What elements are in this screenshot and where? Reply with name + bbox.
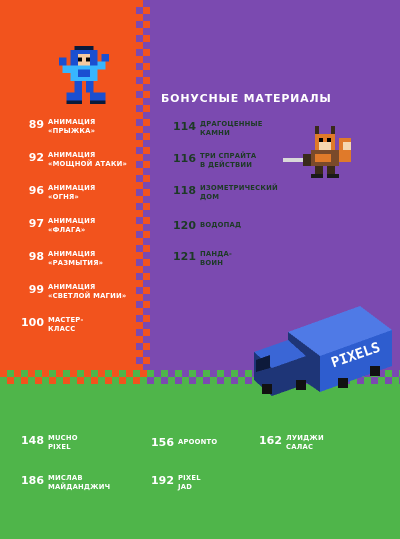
entry-title: МИСЛАВ МАЙДАНДЖИЧ (48, 474, 111, 491)
page-number: 100 (21, 316, 44, 329)
list-item: 96 АНИМАЦИЯ «ОГНЯ» (20, 184, 96, 202)
vertical-checker-border (136, 0, 150, 377)
page-number: 89 (28, 118, 44, 131)
list-item: 114 ДРАГОЦЕННЫЕ КАМНИ (172, 120, 263, 138)
pixel-robot-hero-icon (58, 46, 110, 105)
list-item: 97 АНИМАЦИЯ «ФЛАГА» (20, 217, 96, 235)
page-number: 116 (173, 152, 196, 165)
entry-title: АНИМАЦИЯ «ОГНЯ» (48, 184, 96, 201)
entry-title: ЛУИДЖИ САЛАС (286, 434, 324, 451)
entry-title: АНИМАЦИЯ «СВЕТЛОЙ МАГИИ» (48, 283, 127, 300)
page-number: 114 (173, 120, 196, 133)
list-item: 116 ТРИ СПРАЙТА В ДЕЙСТВИИ (172, 152, 256, 170)
entry-title: МАСТЕР- КЛАСС (48, 316, 84, 333)
entry-title: АНИМАЦИЯ «ФЛАГА» (48, 217, 96, 234)
entry-title: APOONTO (178, 438, 218, 446)
pixel-truck-icon: PIXELS (254, 306, 392, 396)
green-panel (0, 377, 400, 539)
list-item: 121 ПАНДА- ВОИН (172, 250, 232, 268)
list-item: 98 АНИМАЦИЯ «РАЗМЫТИЯ» (20, 250, 103, 268)
entry-title: АНИМАЦИЯ «МОЩНОЙ АТАКИ» (48, 151, 128, 168)
page-number: 156 (151, 436, 174, 449)
list-item: 100 МАСТЕР- КЛАСС (20, 316, 84, 334)
entry-title: АНИМАЦИЯ «ПРЫЖКА» (48, 118, 96, 135)
list-item: 92 АНИМАЦИЯ «МОЩНОЙ АТАКИ» (20, 151, 127, 169)
page-number: 97 (28, 217, 44, 230)
section-title: БОНУСНЫЕ МАТЕРИАЛЫ (161, 92, 332, 105)
entry-title: ВОДОПАД (200, 221, 242, 229)
list-item: 156 APOONTO (150, 436, 217, 449)
page-number: 148 (21, 434, 44, 447)
page-number: 92 (28, 151, 44, 164)
page-number: 121 (173, 250, 196, 263)
pixel-fox-warrior-icon (283, 126, 351, 178)
entry-title: ДРАГОЦЕННЫЕ КАМНИ (200, 120, 263, 137)
page-number: 186 (21, 474, 44, 487)
list-item: 186 МИСЛАВ МАЙДАНДЖИЧ (20, 474, 110, 492)
entry-title: ТРИ СПРАЙТА В ДЕЙСТВИИ (200, 152, 257, 169)
list-item: 120 ВОДОПАД (172, 219, 241, 232)
list-item: 192 PIXEL JAD (150, 474, 201, 492)
entry-title: АНИМАЦИЯ «РАЗМЫТИЯ» (48, 250, 104, 267)
entry-title: MUCHO PIXEL (48, 434, 78, 451)
page-number: 118 (173, 184, 196, 197)
list-item: 99 АНИМАЦИЯ «СВЕТЛОЙ МАГИИ» (20, 283, 127, 301)
entry-title: ИЗОМЕТРИЧЕСКИЙ ДОМ (200, 184, 278, 201)
list-item: 118 ИЗОМЕТРИЧЕСКИЙ ДОМ (172, 184, 278, 202)
list-item: 162 ЛУИДЖИ САЛАС (258, 434, 324, 452)
entry-title: PIXEL JAD (178, 474, 201, 491)
entry-title: ПАНДА- ВОИН (200, 250, 232, 267)
page-number: 96 (28, 184, 44, 197)
page-number: 162 (259, 434, 282, 447)
page-number: 192 (151, 474, 174, 487)
page-number: 99 (28, 283, 44, 296)
list-item: 148 MUCHO PIXEL (20, 434, 78, 452)
list-item: 89 АНИМАЦИЯ «ПРЫЖКА» (20, 118, 96, 136)
page-number: 98 (28, 250, 44, 263)
page-number: 120 (173, 219, 196, 232)
